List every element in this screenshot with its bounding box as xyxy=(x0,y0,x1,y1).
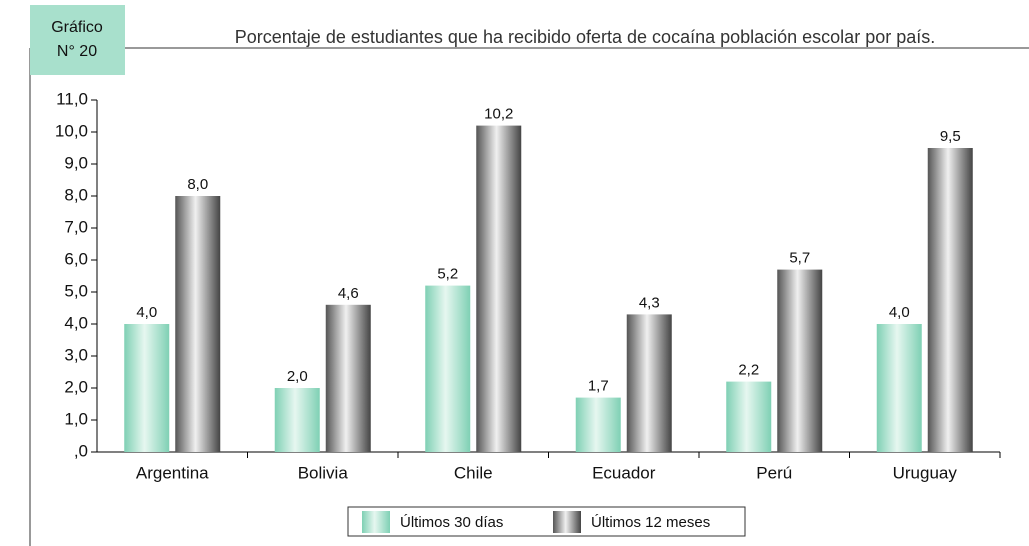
chart-title: Porcentaje de estudiantes que ha recibid… xyxy=(235,27,935,47)
y-tick-label: 5,0 xyxy=(64,281,88,300)
value-label: 5,2 xyxy=(437,266,458,283)
value-label: 1,7 xyxy=(588,378,609,395)
y-tick-label: 4,0 xyxy=(64,313,88,332)
x-tick-label: Perú xyxy=(756,463,792,482)
y-tick-label: 10,0 xyxy=(55,121,88,140)
y-tick-label: 9,0 xyxy=(64,153,88,172)
bar xyxy=(575,397,621,452)
value-label: 4,0 xyxy=(136,304,157,321)
bar xyxy=(777,269,823,452)
value-label: 4,6 xyxy=(338,285,359,302)
x-tick-label: Uruguay xyxy=(893,463,958,482)
y-tick-label: 1,0 xyxy=(64,409,88,428)
x-tick-label: Ecuador xyxy=(592,463,656,482)
y-tick-label: 8,0 xyxy=(64,185,88,204)
value-label: 4,0 xyxy=(889,304,910,321)
y-tick-label: ,0 xyxy=(74,441,88,460)
value-label: 9,5 xyxy=(940,128,961,145)
bar xyxy=(876,324,922,452)
bar xyxy=(325,304,371,452)
legend-swatch xyxy=(362,511,390,533)
value-label: 4,3 xyxy=(639,294,660,311)
value-label: 2,2 xyxy=(738,362,759,379)
y-tick-label: 6,0 xyxy=(64,249,88,268)
badge-text: Gráfico xyxy=(51,19,103,36)
bar xyxy=(175,196,221,452)
bar xyxy=(726,381,772,452)
y-tick-label: 11,0 xyxy=(56,89,88,108)
value-label: 5,7 xyxy=(789,250,810,267)
badge-text: N° 20 xyxy=(57,43,97,60)
y-tick-label: 7,0 xyxy=(64,217,88,236)
y-tick-label: 2,0 xyxy=(64,377,88,396)
x-tick-label: Bolivia xyxy=(298,463,349,482)
value-label: 10,2 xyxy=(484,106,513,123)
value-label: 2,0 xyxy=(287,368,308,385)
badge xyxy=(30,5,125,75)
legend-label: Últimos 30 días xyxy=(400,514,503,531)
legend-label: Últimos 12 meses xyxy=(591,514,710,531)
bar xyxy=(476,125,522,452)
x-tick-label: Argentina xyxy=(136,463,209,482)
bar xyxy=(124,324,170,452)
bar xyxy=(626,314,672,452)
y-tick-label: 3,0 xyxy=(64,345,88,364)
legend-box xyxy=(347,506,746,537)
value-label: 8,0 xyxy=(187,176,208,193)
bar xyxy=(425,285,471,452)
bar xyxy=(927,148,973,452)
bar xyxy=(274,388,320,452)
legend-swatch xyxy=(553,511,581,533)
x-tick-label: Chile xyxy=(454,463,493,482)
